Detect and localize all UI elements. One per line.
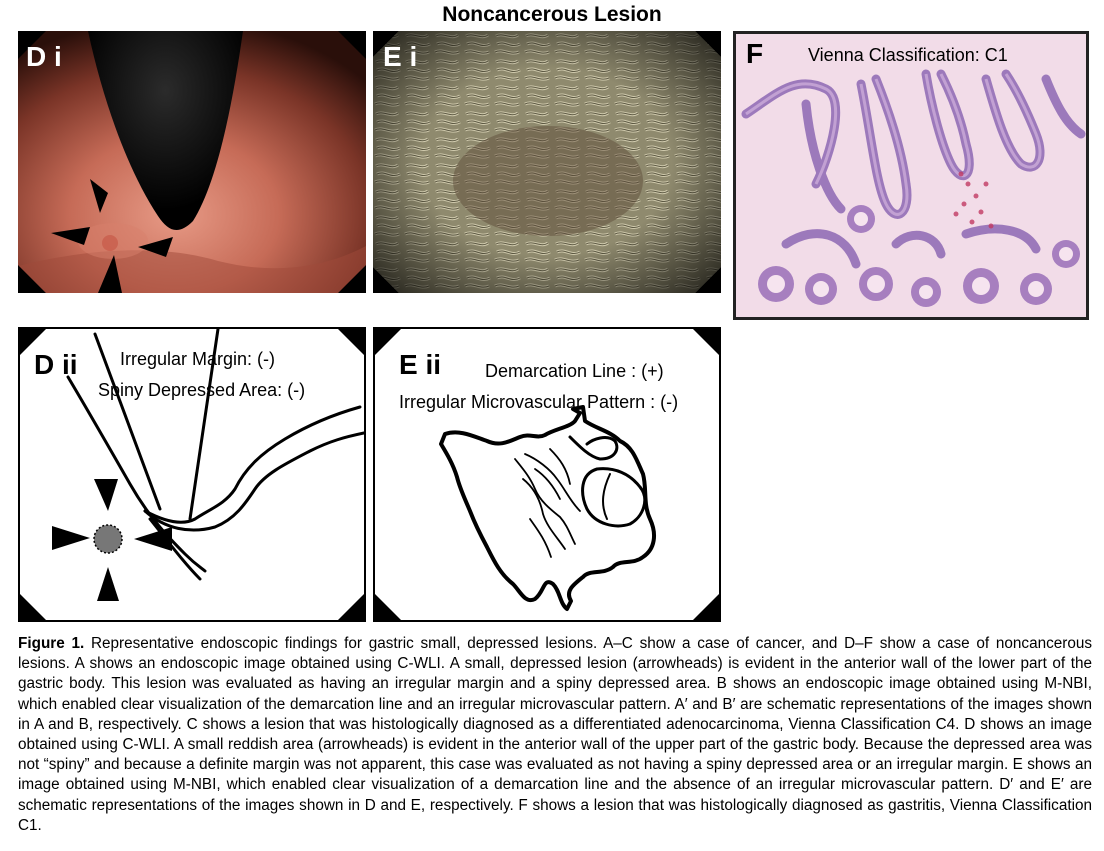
panel-label-e-ii: E ii (399, 349, 442, 380)
irregular-microvascular-pattern-label: Irregular Microvascular Pattern : (-) (399, 392, 679, 412)
spiny-depressed-area-label: Spiny Depressed Area: (-) (98, 380, 306, 400)
schematic-drawing-e (375, 329, 719, 620)
panel-e-ii-schematic: E ii Demarcation Line : (+) Irregular Mi… (373, 327, 721, 622)
figure-number: Figure 1. (18, 635, 85, 652)
panel-label-f: F (746, 38, 764, 69)
figure-caption: Figure 1. Representative endoscopic find… (18, 634, 1092, 836)
vienna-classification-label: Vienna Classification: C1 (808, 45, 1008, 65)
panel-d-i-endoscopic-image: D i (18, 31, 366, 293)
demarcation-line-label: Demarcation Line : (+) (485, 361, 664, 381)
panel-label-d-i: D i (26, 41, 62, 72)
panel-label-d-ii: D ii (34, 349, 78, 380)
endoscopy-photo-nbi (373, 31, 721, 293)
panel-f-histology-image: F Vienna Classification: C1 (733, 31, 1089, 320)
histology-photo (736, 34, 1086, 317)
figure-title: Noncancerous Lesion (442, 3, 662, 26)
endoscopy-photo-white-light (18, 31, 366, 293)
panel-d-ii-schematic: D ii Irregular Margin: (-) Spiny Depress… (18, 327, 366, 622)
panel-label-e-i: E i (383, 41, 418, 72)
panel-e-i-nbi-image: E i (373, 31, 721, 293)
irregular-margin-label: Irregular Margin: (-) (120, 349, 276, 369)
caption-text: Representative endoscopic findings for g… (18, 635, 1093, 834)
schematic-drawing-d (20, 329, 364, 620)
